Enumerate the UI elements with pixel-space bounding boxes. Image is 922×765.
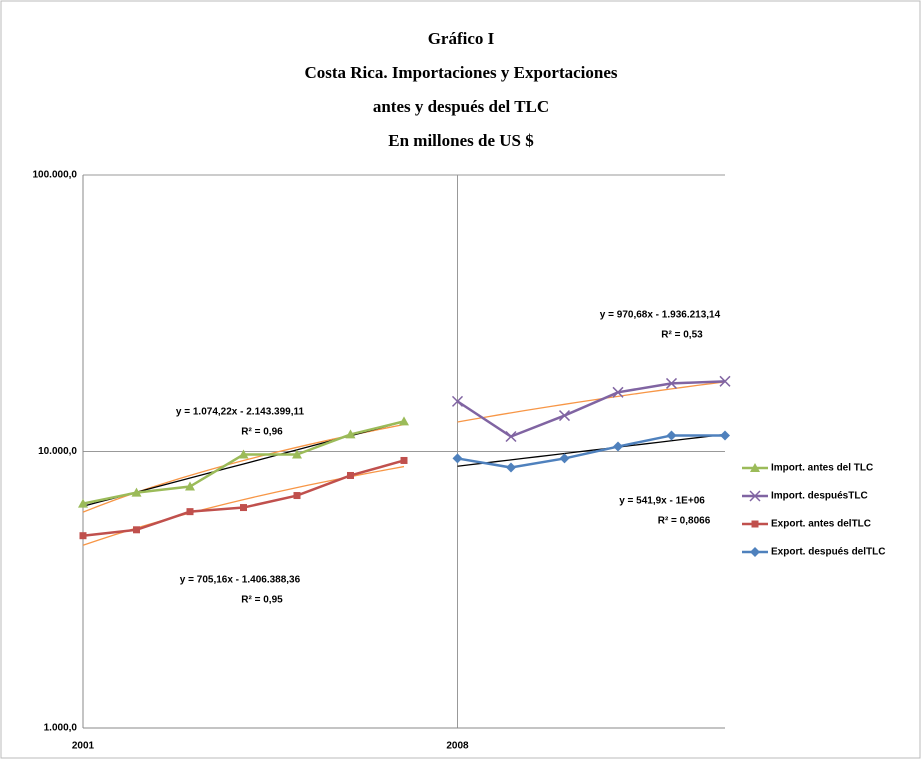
data-point <box>559 453 570 464</box>
trendline <box>457 433 726 467</box>
legend-marker <box>751 520 759 528</box>
y-tick-label: 100.000,0 <box>33 170 78 181</box>
series-line <box>456 380 726 438</box>
data-point <box>665 377 678 389</box>
legend-label: Export. antes delTLC <box>771 519 871 530</box>
trendline <box>457 381 726 423</box>
chart-title: antes y después del TLC <box>373 97 549 116</box>
data-point <box>240 504 247 512</box>
legend-label: Import. despuésTLC <box>771 491 868 502</box>
x-tick-label: 2001 <box>72 741 95 752</box>
series-line <box>457 434 725 469</box>
legend-marker <box>750 547 760 557</box>
data-point <box>238 449 249 459</box>
legend-marker <box>749 490 761 502</box>
data-point <box>347 471 354 479</box>
data-point <box>719 375 731 387</box>
data-point <box>558 410 571 422</box>
data-point <box>400 456 408 464</box>
data-point <box>613 441 623 452</box>
trend-equation: R² = 0,53 <box>661 330 703 341</box>
x-tick-label: 2008 <box>446 741 469 752</box>
trend-equation: R² = 0,95 <box>241 595 283 606</box>
trend-equation: y = 970,68x - 1.936.213,14 <box>600 310 721 321</box>
data-point <box>451 395 464 407</box>
data-point <box>666 430 677 441</box>
trend-equation: y = 705,16x - 1.406.388,36 <box>180 575 301 586</box>
legend-label: Import. antes del TLC <box>771 463 873 474</box>
data-point <box>79 532 87 540</box>
chart-title: En millones de US $ <box>388 131 534 150</box>
legend-label: Export. después delTLC <box>771 547 885 558</box>
chart-title: Gráfico I <box>428 29 495 48</box>
data-point <box>185 481 195 491</box>
trend-equation: R² = 0,96 <box>241 427 283 438</box>
data-point <box>612 386 624 398</box>
data-point <box>720 430 730 441</box>
data-point <box>505 430 517 443</box>
data-point <box>292 449 302 459</box>
data-point <box>452 453 463 464</box>
data-point <box>186 508 194 516</box>
data-point <box>506 462 516 473</box>
data-point <box>345 429 356 439</box>
y-tick-label: 10.000,0 <box>38 446 77 457</box>
y-tick-label: 1.000,0 <box>44 723 78 734</box>
trend-equation: R² = 0,8066 <box>658 516 711 527</box>
trend-equation: y = 541,9x - 1E+06 <box>619 496 705 507</box>
data-point <box>293 492 301 500</box>
data-point <box>131 487 142 497</box>
legend-marker <box>750 463 760 472</box>
data-point <box>133 526 140 534</box>
data-point <box>399 416 409 426</box>
data-point <box>78 498 88 508</box>
trend-equation: y = 1.074,22x - 2.143.399,11 <box>176 407 305 418</box>
chart-title: Costa Rica. Importaciones y Exportacione… <box>304 63 617 82</box>
